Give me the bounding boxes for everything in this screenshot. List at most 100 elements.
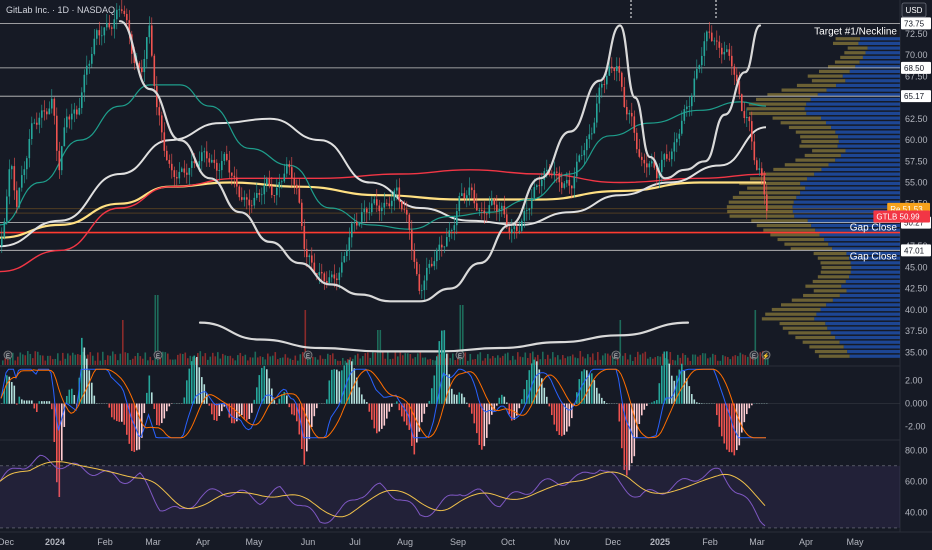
candle-body [181,168,183,172]
moving-averages [0,84,767,273]
volume-bar [319,355,322,365]
level-tag-label: 47.01 [904,246,925,255]
volume-bar [387,351,389,365]
volume-bar [487,354,489,365]
profile-bar-down [860,37,900,41]
candle-body [493,199,496,205]
candle-body [186,172,188,175]
candle-body [716,40,718,42]
candle-body [501,205,503,209]
candle-body [218,170,221,171]
candle-body [198,161,201,167]
profile-bar-up [790,247,833,251]
macd-histogram-bar [236,403,238,422]
macd-histogram-bar [141,403,143,438]
macd-histogram-bar [243,403,246,419]
candle-body [123,10,126,14]
macd-histogram-bar [731,403,733,453]
macd-histogram-bar [18,396,21,404]
drawn-curve [118,20,622,303]
macd-histogram-bar [688,386,691,404]
volume-bar [69,355,72,365]
volume-bar [559,359,562,365]
candle-body [121,9,123,11]
candle-body [468,187,471,196]
macd-histogram-bar [303,403,306,465]
candle-body [516,226,518,231]
volume-bar [554,357,557,365]
candle-body [58,150,61,171]
candle-body [393,190,396,201]
profile-bar-up [835,37,861,41]
volume-bar [447,353,449,365]
macd-histogram-bar [498,397,501,404]
month-label: Oct [501,537,516,547]
macd-histogram-bar [281,394,283,404]
horizontal-levels[interactable] [0,22,900,251]
candle-body [308,255,311,258]
profile-bar-up [767,93,818,97]
earnings-marker [611,350,621,360]
candle-body [556,171,558,173]
currency-button[interactable]: USD [901,2,927,18]
volume-bar [169,359,172,365]
volume-bar [614,360,617,365]
volume-bar [502,355,504,365]
volume-bar [259,356,262,365]
volume-bar [424,357,427,365]
macd-histogram-bar [646,403,648,406]
volume-bar [744,355,747,365]
volume-bar [727,357,729,365]
volume-bar [182,353,184,365]
candle-body [116,9,118,20]
candle-body [666,154,668,159]
volume-bar [14,360,17,365]
macd-histogram-bar [723,403,726,444]
price-tick-label: 72.50 [905,29,928,39]
volume-bar [302,352,304,365]
macd-histogram-bar [628,403,631,471]
macd-histogram-bar [366,402,368,404]
candle-body [26,158,28,170]
candle-body [416,261,418,275]
volume-bar [532,351,534,365]
candle-body [356,221,358,226]
volume-bar [594,360,597,365]
candle-body [553,171,556,176]
volume-profile [726,37,900,358]
macd-histogram-bar [118,403,121,422]
macd-histogram-bar [748,403,751,409]
macd-histogram-bar [291,403,293,415]
candle-body [41,110,43,118]
volume-bar [277,359,279,365]
volume-bar [34,351,37,365]
profile-bar-down [815,228,900,232]
volume-bar [377,330,379,365]
macd-histogram-bar [283,392,286,404]
volume-bar [59,360,62,365]
macd-histogram-bar [518,403,521,409]
volume-bar [354,355,357,365]
time-axis[interactable]: Dec 2024 Feb Mar Apr May Jun Jul Aug Sep Oct Nov Dec… [0,537,864,547]
price-axis[interactable]: 72.5070.0067.5065.0062.5060.0057.5055.00… [814,17,931,517]
macd-histogram-bar [443,330,446,404]
volume-bar [734,355,737,365]
volume-bar [492,356,494,365]
candle-body [36,122,38,125]
volume-bar [144,352,147,365]
candle-body [6,196,8,222]
earnings-marker-label: E [458,354,462,360]
volume-bar [44,360,47,365]
volume-bar [92,355,94,365]
volume-bar [97,352,99,365]
candle-body [331,274,333,278]
macd-histogram-bar [136,403,138,451]
candle-body [191,161,193,168]
candle-body [616,66,618,72]
volume-bar [589,357,592,365]
macd-histogram-bar [36,403,38,413]
volume-bar [477,354,479,365]
profile-bar-up [804,153,841,158]
profile-bar-down [831,125,900,130]
